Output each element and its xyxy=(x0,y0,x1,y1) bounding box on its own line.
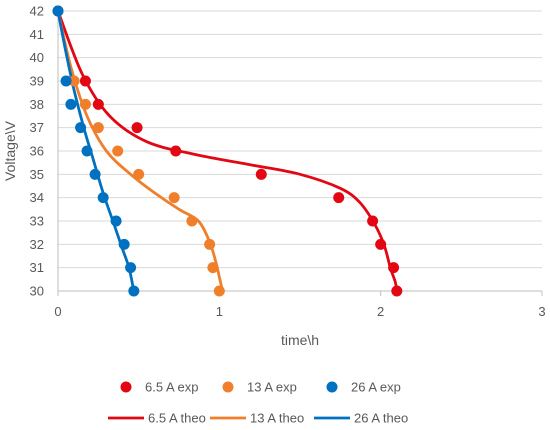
legend-label: 13 A theo xyxy=(250,411,304,426)
data-point xyxy=(112,145,124,157)
x-tick-label: 1 xyxy=(216,304,223,319)
y-tick-label: 34 xyxy=(30,190,44,205)
data-point xyxy=(204,238,216,250)
y-tick-label: 30 xyxy=(30,284,44,299)
gridlines xyxy=(58,10,542,292)
data-point xyxy=(92,122,104,134)
data-point xyxy=(213,285,225,297)
data-point xyxy=(79,75,91,87)
data-point xyxy=(186,215,198,227)
data-point xyxy=(128,285,140,297)
y-tick-label: 36 xyxy=(30,144,44,159)
data-point xyxy=(125,262,137,274)
y-tick-label: 32 xyxy=(30,237,44,252)
data-point xyxy=(79,98,91,110)
x-tick-label: 0 xyxy=(54,304,61,319)
data-point xyxy=(97,192,109,204)
x-axis-label: time\h xyxy=(281,332,319,348)
data-point xyxy=(89,168,101,180)
y-tick-label: 31 xyxy=(30,260,44,275)
y-tick-label: 38 xyxy=(30,97,44,112)
legend-label: 6.5 A theo xyxy=(148,411,206,426)
legend-label: 13 A exp xyxy=(247,380,297,395)
data-point xyxy=(68,75,80,87)
legend-label: 26 A exp xyxy=(351,380,401,395)
y-tick-label: 39 xyxy=(30,74,44,89)
data-point xyxy=(65,98,77,110)
legend-marker xyxy=(326,381,338,393)
series-points xyxy=(52,5,403,297)
data-point xyxy=(118,238,130,250)
y-tick-label: 42 xyxy=(30,4,44,19)
legend-label: 6.5 A exp xyxy=(145,380,199,395)
y-axis-label: Voltage\V xyxy=(2,120,18,181)
data-point xyxy=(60,75,72,87)
data-point xyxy=(110,215,122,227)
data-point xyxy=(131,122,143,134)
data-point xyxy=(255,168,267,180)
data-point xyxy=(375,238,387,250)
data-point xyxy=(367,215,379,227)
data-point xyxy=(170,145,182,157)
y-tick-label: 37 xyxy=(30,120,44,135)
y-tick-label: 35 xyxy=(30,167,44,182)
legend-marker xyxy=(222,381,234,393)
y-tick-label: 41 xyxy=(30,27,44,42)
data-point xyxy=(388,262,400,274)
data-point xyxy=(52,5,64,17)
y-tick-label: 40 xyxy=(30,50,44,65)
x-tick-label: 2 xyxy=(377,304,384,319)
legend-label: 26 A theo xyxy=(354,411,408,426)
data-point xyxy=(391,285,403,297)
axes xyxy=(57,11,543,296)
tick-labels: 30 31 32 33 34 35 36 37 38 39 40 41 42 0 1 2 3 xyxy=(30,4,546,320)
legend-marker xyxy=(120,381,132,393)
data-point xyxy=(133,168,145,180)
y-tick-label: 33 xyxy=(30,214,44,229)
data-point xyxy=(207,262,219,274)
data-point xyxy=(81,145,93,157)
data-point xyxy=(92,98,104,110)
legend: 6.5 A exp 13 A exp 26 A exp 6.5 A theo 13 A … xyxy=(108,380,408,426)
x-tick-label: 3 xyxy=(538,304,545,319)
data-point xyxy=(75,122,87,134)
data-point xyxy=(168,192,180,204)
data-point xyxy=(333,192,345,204)
